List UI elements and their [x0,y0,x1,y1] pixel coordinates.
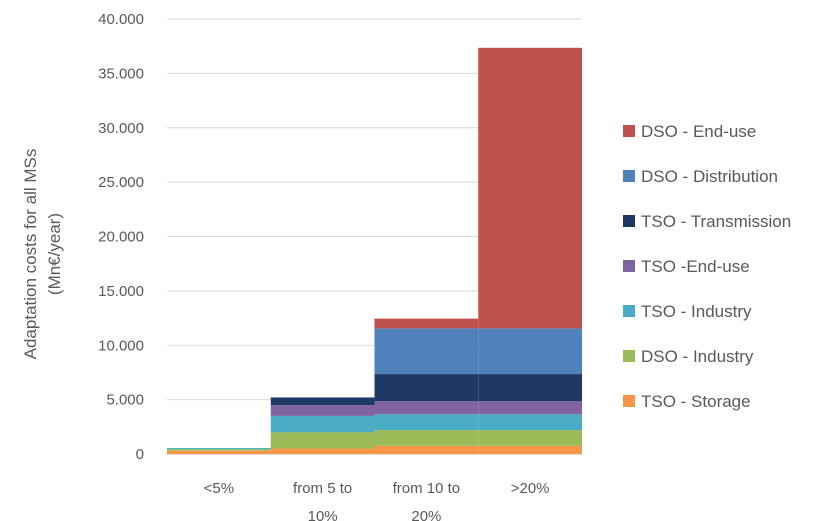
bar-segment [270,405,375,416]
bar-segment [374,401,479,415]
bar-segment [374,445,479,454]
bar-segment [167,450,271,454]
bar-segment [374,430,479,446]
bar-segment [478,430,582,446]
legend-item: TSO - Transmission [623,212,791,231]
y-tick-label: 10.000 [98,337,144,354]
legend-swatch [623,170,635,182]
legend-swatch [623,305,635,317]
y-tick-label: 30.000 [98,120,144,137]
y-tick-label: 20.000 [98,229,144,246]
legend-item: TSO - Storage [623,392,751,411]
legend-label: DSO - Distribution [641,167,778,186]
bar-segment [478,374,582,402]
bars [167,47,582,454]
gridlines [167,18,582,455]
legend-label: TSO -End-use [641,257,750,276]
x-tick-label: from 10 to [393,480,461,497]
legend-item: TSO -End-use [623,257,750,276]
legend-label: DSO - Industry [641,347,754,366]
bar-segment [374,328,479,375]
y-axis-title-line: Adaptation costs for all MSs [21,149,40,360]
bar-segment [167,449,271,451]
legend: DSO - End-use DSO - Distribution TSO - Tra… [623,122,791,411]
bar-segment [270,448,375,454]
legend-swatch [623,215,635,227]
bar-segment [167,448,271,450]
bar-segment [478,414,582,431]
legend-label: TSO - Transmission [641,212,791,231]
y-tick-label: 5.000 [106,392,144,409]
y-axis-title: Adaptation costs for all MSs (Mn€/year) [21,149,64,360]
bar-segment [270,415,375,433]
legend-swatch [623,260,635,272]
legend-swatch [623,125,635,137]
legend-label: TSO - Industry [641,302,752,321]
y-tick-label: 25.000 [98,174,144,191]
y-axis-ticks: 0 5.000 10.000 15.000 20.000 25.000 30.000 35.0… [98,11,144,463]
x-tick-label: 20% [411,508,441,521]
y-tick-label: 40.000 [98,11,144,28]
x-axis-ticks: <5% from 5 to 10% from 10 to 20% >20% [204,480,550,521]
bar-segment [478,328,582,375]
x-tick-label: 10% [308,508,338,521]
legend-item: DSO - End-use [623,122,756,141]
x-tick-label: <5% [204,480,234,497]
bar-segment [478,445,582,454]
legend-item: DSO - Industry [623,347,754,366]
legend-label: DSO - End-use [641,122,756,141]
bar-segment [374,374,479,402]
bar-segment [374,414,479,431]
y-axis-title-line: (Mn€/year) [45,213,64,295]
bar-segment [478,401,582,415]
bar-segment [270,397,375,406]
y-tick-label: 0 [136,446,144,463]
x-tick-label: from 5 to [293,480,352,497]
legend-label: TSO - Storage [641,392,751,411]
x-tick-label: >20% [511,480,550,497]
bar-segment [374,318,479,329]
y-tick-label: 15.000 [98,283,144,300]
legend-swatch [623,350,635,362]
legend-item: TSO - Industry [623,302,752,321]
bar-segment [478,47,582,329]
y-tick-label: 35.000 [98,65,144,82]
bar-segment [270,432,375,449]
legend-swatch [623,395,635,407]
legend-item: DSO - Distribution [623,167,778,186]
